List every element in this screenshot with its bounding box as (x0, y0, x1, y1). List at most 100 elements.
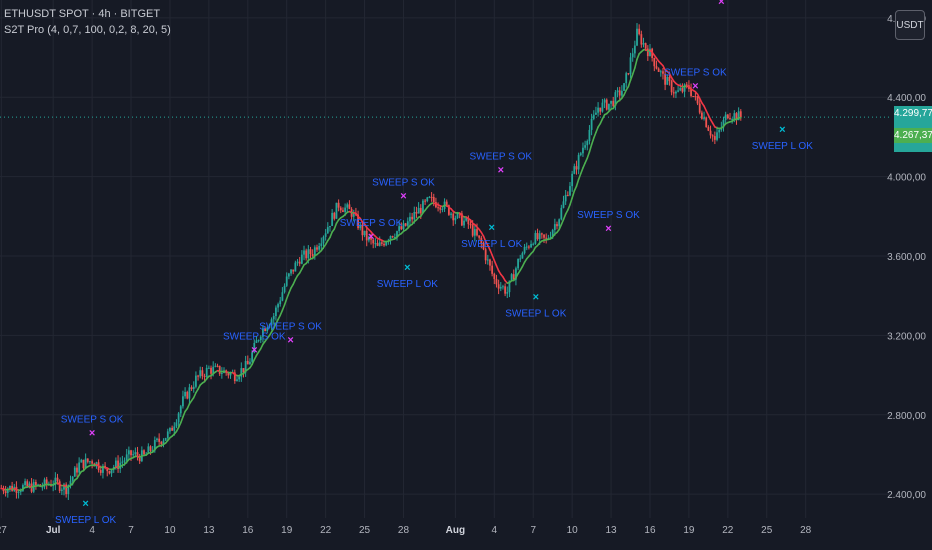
candle-body (636, 28, 638, 46)
candle-body (428, 196, 431, 198)
trend-line-segment (592, 131, 597, 139)
time-tick-label: 27 (0, 525, 7, 536)
candle-body (147, 446, 150, 454)
candle-body (627, 73, 630, 75)
candle-body (110, 469, 113, 474)
candle-body (571, 173, 574, 187)
candle-body (69, 480, 72, 485)
candle-body (210, 367, 212, 374)
time-tick-label: 7 (530, 525, 536, 536)
time-tick-label: Jul (46, 525, 61, 536)
sweep-s-marker: × (400, 190, 406, 202)
candle-body (517, 258, 519, 269)
symbol-title[interactable]: ETHUSDT SPOT · 4h · BITGET (4, 8, 161, 20)
candle-body (707, 127, 710, 131)
candle-body (114, 460, 117, 468)
trend-line-segment (703, 105, 708, 112)
candle-body (130, 450, 132, 456)
candle-body (229, 372, 232, 376)
candle-body (311, 254, 314, 256)
candle-body (716, 132, 718, 140)
candle-body (575, 166, 578, 170)
candle-body (268, 325, 271, 328)
candle-body (264, 328, 266, 332)
candle-body (216, 365, 219, 367)
time-tick-label: 28 (398, 525, 410, 536)
candle-body (22, 485, 24, 491)
trend-line-segment (177, 422, 182, 429)
candle-body (467, 217, 470, 225)
indicator-title[interactable]: S2T Pro (4, 0,7, 100, 0,2, 8, 20, 5) (4, 24, 171, 36)
candle-body (19, 490, 22, 492)
candle-body (659, 71, 662, 73)
candle-body (398, 226, 401, 232)
trend-line-segment (575, 178, 580, 188)
candle-body (190, 387, 193, 390)
candle-body (631, 53, 634, 58)
trend-line-segment (493, 259, 498, 267)
trend-line-segment (636, 52, 640, 61)
candle-body (73, 467, 76, 477)
sweep-l-marker: × (404, 262, 410, 274)
candle-body (463, 220, 465, 226)
candle-body (257, 340, 260, 342)
candle-body (342, 210, 344, 212)
candle-body (718, 129, 721, 133)
candle-body (240, 368, 243, 377)
candle-body (348, 204, 351, 210)
candle-body (121, 461, 124, 463)
candle-body (374, 243, 377, 245)
candle-body (551, 230, 554, 237)
candle-body (515, 268, 517, 280)
candle-body (454, 218, 457, 221)
candle-body (437, 207, 439, 209)
candle-body (553, 224, 556, 231)
candle-body (465, 217, 468, 221)
candle-body (86, 458, 89, 462)
candle-body (184, 391, 186, 397)
candle-body (34, 482, 37, 486)
candle-body (102, 465, 104, 473)
candle-body (151, 450, 154, 452)
candle-body (545, 237, 548, 239)
candle-body (700, 112, 703, 119)
trend-line-series (0, 48, 742, 492)
candle-body (396, 231, 398, 238)
sweep-s-marker: × (287, 334, 293, 346)
currency-button[interactable]: USDT (895, 10, 925, 40)
sweep-l-marker: × (533, 292, 539, 304)
price-tick-label: 4.000,00 (887, 173, 926, 184)
candle-body (417, 207, 420, 214)
sweep-l-marker: × (779, 124, 785, 136)
candle-body (136, 452, 139, 457)
candle-body (657, 68, 660, 72)
candle-body (160, 441, 163, 445)
candle-body (532, 243, 535, 245)
level-price-tag: 4.267,37 (894, 127, 932, 143)
candle-body (614, 92, 617, 106)
candle-body (683, 84, 686, 92)
trend-line-segment (586, 151, 591, 159)
candle-body (419, 207, 422, 214)
candle-body (143, 450, 145, 455)
candle-body (690, 88, 692, 96)
candle-body (249, 361, 251, 365)
candle-body (482, 243, 485, 250)
candle-body (586, 141, 589, 146)
candle-body (709, 130, 712, 136)
candle-body (127, 450, 130, 455)
candle-body (393, 237, 396, 239)
candle-body (333, 212, 336, 219)
candle-body (9, 485, 11, 489)
candle-body (389, 236, 392, 241)
candle-body (60, 489, 63, 491)
price-tick-label: 3.600,00 (887, 252, 926, 263)
candle-body (703, 117, 705, 119)
candle-body (378, 242, 381, 246)
trend-line-segment (582, 162, 586, 169)
candle-body (246, 360, 249, 365)
candle-body (409, 216, 411, 222)
trend-line-segment (279, 309, 284, 317)
candle-body (41, 486, 44, 488)
